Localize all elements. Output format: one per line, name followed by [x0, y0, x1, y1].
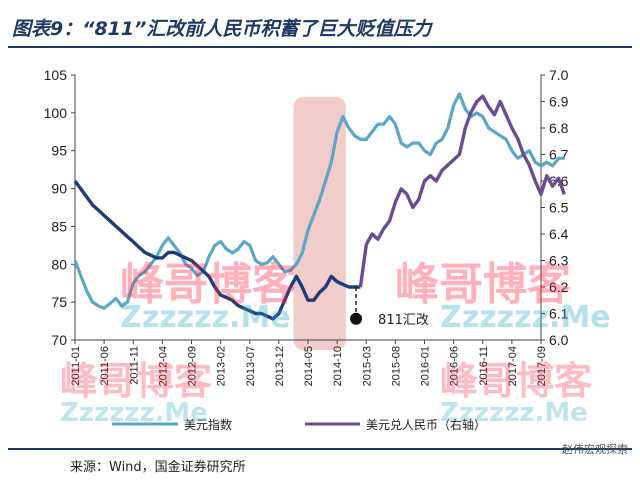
- chart-title: 图表9：“811”汇改前人民币积蓄了巨大贬值压力: [12, 18, 432, 40]
- x-tick-label: 2012-09: [187, 346, 199, 386]
- y-tick-label: 95: [51, 143, 67, 159]
- x-tick-label: 2014-05: [303, 346, 315, 386]
- y2-tick-label: 6.2: [549, 279, 569, 295]
- y2-tick-label: 6.8: [549, 120, 569, 136]
- x-tick-label: 2016-11: [478, 346, 490, 386]
- y2-tick-label: 7.0: [549, 67, 569, 83]
- y-tick-label: 85: [51, 218, 67, 234]
- x-tick-label: 2011-06: [99, 346, 111, 386]
- y2-tick-label: 6.0: [549, 332, 569, 348]
- series-line-usdcny-before: [73, 179, 361, 321]
- legend-label-usd-index: 美元指数: [184, 417, 232, 432]
- source-rule: [8, 448, 632, 450]
- x-tick-label: 2013-02: [216, 346, 228, 386]
- x-tick-label: 2012-04: [157, 346, 169, 386]
- y-tick-label: 105: [44, 67, 68, 83]
- x-tick-label: 2016-01: [420, 346, 432, 386]
- y-tick-label: 100: [44, 105, 68, 121]
- x-tick-label: 2013-07: [245, 346, 257, 386]
- series-line-usdcny-after: [358, 94, 566, 288]
- y2-tick-label: 6.9: [549, 94, 569, 110]
- x-tick-label: 2014-10: [332, 346, 344, 386]
- annotation-label: 811汇改: [378, 313, 429, 328]
- y-tick-label: 75: [51, 294, 67, 310]
- x-tick-label: 2011-11: [128, 346, 140, 385]
- title-underline: [8, 46, 632, 48]
- x-tick-label: 2017-09: [536, 346, 548, 386]
- y2-tick-label: 6.4: [549, 226, 569, 242]
- x-tick-label: 2016-06: [449, 346, 461, 386]
- x-tick-label: 2015-08: [390, 346, 402, 386]
- x-tick-label: 2011-01: [70, 346, 82, 386]
- annotation-dot: [350, 312, 363, 325]
- x-tick-label: 2015-03: [361, 346, 373, 386]
- x-tick-label: 2013-12: [274, 346, 286, 386]
- y2-tick-label: 6.3: [549, 253, 569, 269]
- y-tick-label: 70: [51, 332, 67, 348]
- x-tick-label: 2017-04: [507, 346, 519, 386]
- legend-label-usdcny: 美元兑人民币（右轴）: [366, 417, 486, 432]
- y2-tick-label: 6.5: [549, 200, 569, 216]
- y-tick-label: 90: [51, 181, 67, 197]
- y-tick-label: 80: [51, 256, 67, 272]
- watermark-corner-text: 赵伟宏观探索: [562, 443, 628, 456]
- y2-tick-label: 6.1: [549, 306, 569, 322]
- chart-svg: 7075808590951001056.06.16.26.36.46.56.66…: [44, 67, 569, 432]
- source-text: 来源：Wind，国金证券研究所: [70, 460, 246, 475]
